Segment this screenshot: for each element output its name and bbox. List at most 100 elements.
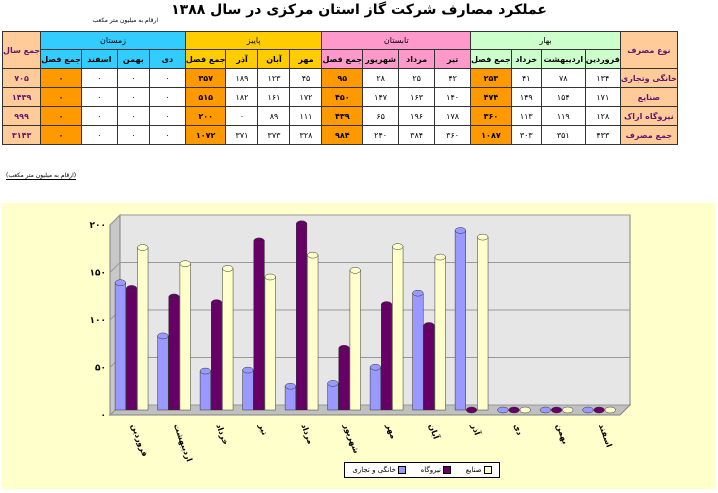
season-total-cell: ۹۸۴	[321, 125, 364, 145]
table-cell: ۱۵۴	[540, 87, 586, 107]
table-cell: ۰	[148, 106, 186, 126]
bar	[199, 370, 211, 411]
x-tick-label: اسفند	[597, 423, 614, 449]
y-tick-label: ۰	[101, 411, 107, 421]
row-label: صنایع	[619, 87, 678, 107]
legend-item: نیروگاه	[421, 466, 451, 474]
bar-cap	[477, 233, 489, 241]
season-total-cell: ۱۰۸۷	[470, 125, 512, 145]
season-total-header: جمع فصل	[184, 49, 227, 69]
season-total-cell: ۰	[40, 106, 82, 126]
table-cell: ۲۴۰	[362, 125, 400, 145]
bar-cap	[562, 406, 574, 414]
x-tick-label: تیر	[257, 422, 270, 437]
y-tick-label: ۱۰۰	[90, 316, 106, 326]
table-cell: ۴۲	[434, 68, 472, 88]
table-cell: ۰	[116, 87, 150, 107]
legend-item: صنایع	[466, 466, 492, 474]
table-cell: ۰	[148, 68, 186, 88]
table-cell: ۴۵	[289, 68, 323, 88]
x-tick-label: اردیبهشت	[172, 423, 194, 464]
year-total-cell: ۹۹۹	[1, 106, 42, 126]
bar	[327, 383, 339, 411]
table-cell: ۱۶۱	[257, 87, 291, 107]
table-cell: ۱۴۷	[362, 87, 400, 107]
bar-cap	[466, 406, 478, 414]
bar-cap	[454, 227, 466, 234]
x-tick-label: مرداد	[299, 423, 315, 446]
bar-cap	[307, 251, 319, 259]
x-tick-label: آبان	[427, 422, 442, 440]
season-total-cell: ۴۵۰	[321, 87, 364, 107]
bar-cap	[497, 406, 509, 414]
y-tick-label: ۵۰	[95, 364, 106, 374]
bar	[296, 223, 308, 411]
table-cell: ۱۳۴	[584, 68, 621, 88]
bar	[284, 386, 296, 411]
row-label: جمع مصرف	[619, 125, 678, 145]
x-tick-label: خرداد	[214, 423, 230, 447]
bar-cap	[264, 273, 276, 281]
table-cell: ۱۸۲	[225, 87, 259, 107]
bar	[434, 256, 446, 411]
season-total-cell: ۲۰۰	[184, 106, 227, 126]
month-header: مهر	[289, 49, 323, 69]
table-cell: ۰	[80, 87, 118, 107]
bar	[423, 325, 435, 411]
bar-cap	[179, 260, 191, 267]
x-tick-label: دی	[512, 423, 524, 437]
month-header: تیر	[434, 49, 472, 69]
table-cell: ۱۱۱	[289, 106, 323, 126]
season-total-cell: ۳۵۷	[184, 68, 227, 88]
season-total-cell: ۴۳۹	[321, 106, 364, 126]
table-cell: ۰	[80, 106, 118, 126]
table-cell: ۰	[116, 106, 150, 126]
legend-swatch	[483, 466, 492, 474]
table-cell: ۰	[225, 106, 259, 126]
x-tick-label: بهمن	[554, 423, 570, 446]
table-cell: ۱۲۳	[257, 68, 291, 88]
table-row: صنایع ۱۷۱ ۱۵۴ ۱۴۹ ۴۷۴ ۱۴۰ ۱۶۳ ۱۴۷ ۴۵۰ ۱۷۲ ۱۶۱ ۱۸۲ ۵۱…	[1, 87, 678, 107]
consumption-table: نوع مصرف بهار تابستان پاییز زمستان جمع س…	[1, 31, 678, 145]
table-cell: ۱۱۹	[540, 106, 586, 126]
table-cell: ۴۳۳	[584, 125, 621, 145]
table-cell: ۳۰۳	[510, 125, 542, 145]
bar-cap	[349, 267, 361, 274]
table-cell: ۳۶۰	[434, 125, 472, 145]
month-header: دی	[148, 49, 186, 69]
bar-cap	[392, 243, 404, 250]
x-tick-label: شهریور	[342, 422, 361, 455]
bar	[477, 236, 489, 411]
season-total-header: جمع فصل	[470, 49, 512, 69]
table-cell: ۳۲۸	[289, 125, 323, 145]
bar	[392, 246, 404, 411]
bar-cap	[369, 364, 381, 371]
bar-cap	[593, 406, 605, 414]
season-total-cell: ۴۷۴	[470, 87, 512, 107]
month-header: آذر	[225, 49, 259, 69]
season-spring: بهار	[470, 31, 621, 50]
legend-swatch	[397, 466, 406, 474]
month-header: اردیبهشت	[540, 49, 586, 69]
table-cell: ۳۷۱	[225, 125, 259, 145]
type-header: نوع مصرف	[619, 31, 678, 69]
bar-cap	[296, 220, 308, 228]
table-cell: ۱۷۲	[289, 87, 323, 107]
bar-cap	[412, 289, 424, 297]
year-total-cell: ۷۰۵	[1, 68, 42, 88]
table-cell: ۱۴۹	[510, 87, 542, 107]
month-header: اسفند	[80, 49, 118, 69]
legend-swatch	[443, 466, 451, 474]
bar	[222, 268, 234, 411]
month-header: آبان	[257, 49, 291, 69]
table-cell: ۲۵	[398, 68, 436, 88]
row-label: نیروگاه اراک	[619, 106, 678, 126]
table-cell: ۸۹	[257, 106, 291, 126]
bar	[242, 369, 254, 411]
legend-label: خانگی و تجاری	[352, 466, 396, 474]
bar-cap	[199, 367, 211, 375]
bar-cap	[284, 383, 296, 390]
bar	[168, 296, 180, 411]
bar-cap	[381, 301, 393, 308]
table-cell: ۰	[80, 68, 118, 88]
